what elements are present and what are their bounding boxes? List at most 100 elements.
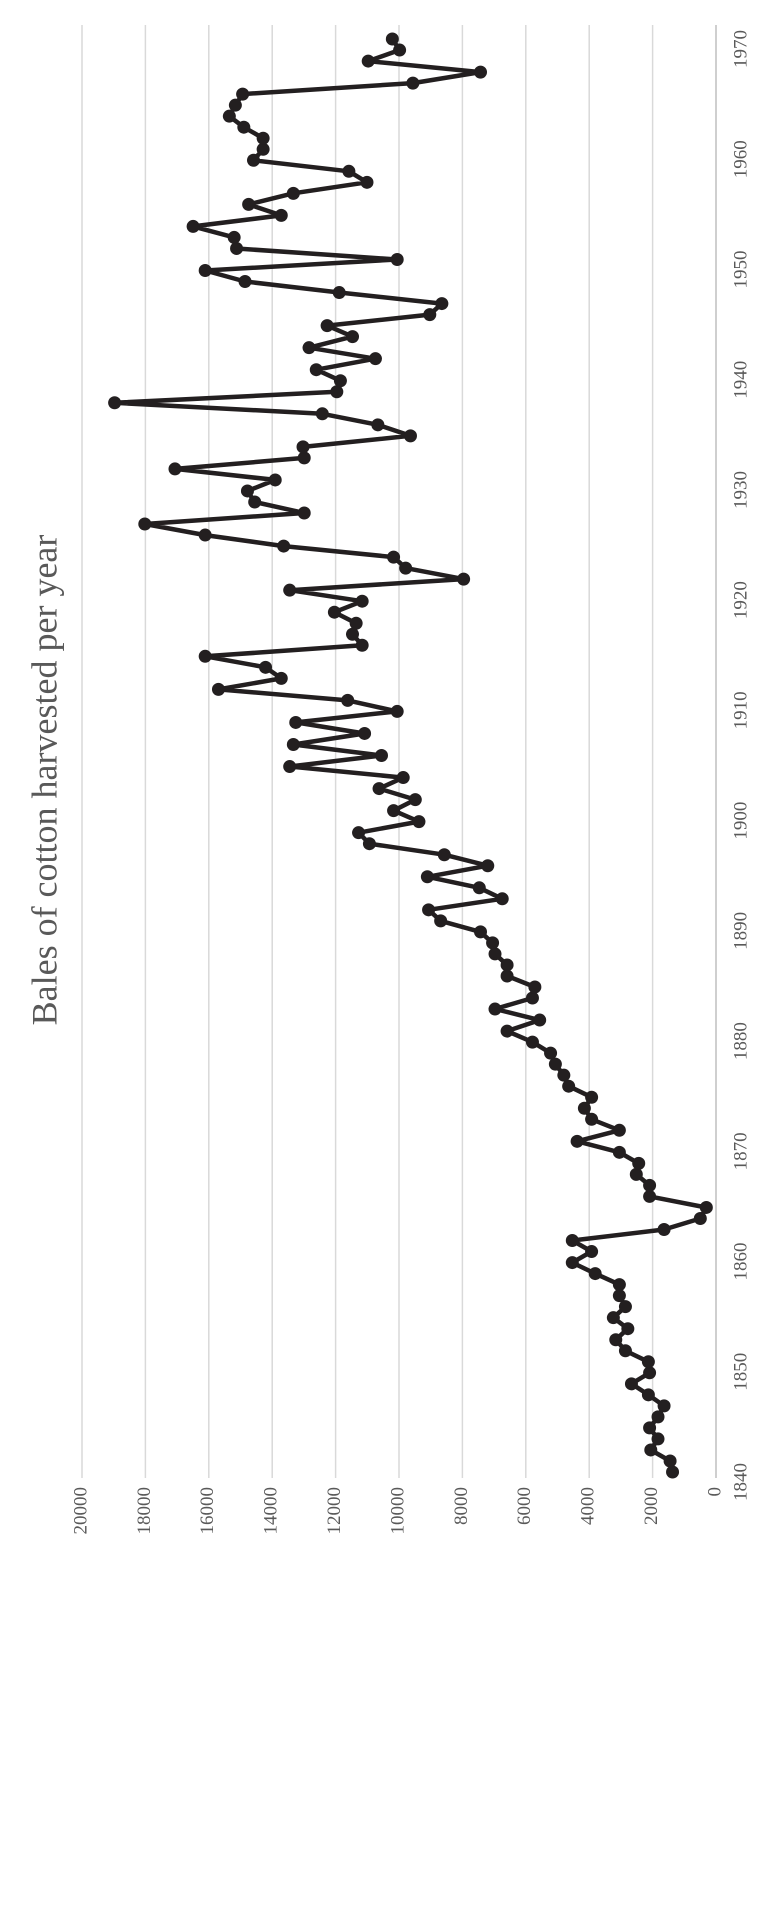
data-line (112, 37, 709, 1473)
data-point (168, 462, 182, 476)
data-point (644, 1443, 658, 1457)
data-point (403, 429, 417, 443)
data-point (358, 726, 372, 740)
data-point (641, 1355, 655, 1369)
data-point (486, 936, 500, 950)
data-point (612, 1289, 626, 1303)
data-point (618, 1344, 632, 1358)
data-point (297, 506, 311, 520)
data-point (138, 517, 152, 531)
data-point (666, 1465, 680, 1479)
data-point (406, 76, 420, 90)
data-point (423, 308, 437, 322)
data-point (238, 275, 252, 289)
y-tick-label: 16000 (197, 1487, 218, 1535)
y-tick-label: 14000 (261, 1487, 282, 1535)
data-point (699, 1200, 713, 1214)
x-tick-label: 1930 (730, 471, 751, 509)
data-point (643, 1366, 657, 1380)
data-point (242, 197, 256, 211)
x-tick-label: 1950 (730, 250, 751, 288)
data-point (393, 43, 407, 57)
data-point (632, 1156, 646, 1170)
data-point (297, 451, 311, 465)
y-tick-label: 10000 (387, 1487, 408, 1535)
data-point (629, 1167, 643, 1181)
y-tick-label: 2000 (641, 1487, 662, 1525)
data-point (390, 252, 404, 266)
data-point (342, 164, 356, 178)
x-tick-label: 1890 (730, 912, 751, 950)
data-point (330, 385, 344, 399)
data-point (474, 65, 488, 79)
data-point (500, 969, 514, 983)
data-point (621, 1322, 635, 1336)
data-point (289, 715, 303, 729)
rotated-plot: Bales of cotton harvested per year 0 2000… (24, 25, 751, 1535)
data-point (585, 1112, 599, 1126)
data-point (437, 848, 451, 862)
data-point (577, 1101, 591, 1115)
data-point (372, 782, 386, 796)
data-point (612, 1123, 626, 1137)
data-point (651, 1410, 665, 1424)
x-tick-label: 1910 (730, 691, 751, 729)
data-point (246, 153, 260, 167)
data-point (283, 583, 297, 597)
data-point (362, 837, 376, 851)
data-point (643, 1421, 657, 1435)
data-point (240, 484, 254, 498)
y-tick-label: 12000 (324, 1487, 345, 1535)
data-point (286, 737, 300, 751)
data-point (222, 109, 236, 123)
data-point (361, 54, 375, 68)
data-point (399, 561, 413, 575)
data-point (186, 219, 200, 233)
data-point (472, 881, 486, 895)
data-point (349, 616, 363, 630)
data-point (500, 958, 514, 972)
data-point (352, 826, 366, 840)
data-point (309, 363, 323, 377)
data-point (533, 1013, 547, 1027)
data-point (641, 1388, 655, 1402)
y-tick-label: 4000 (578, 1487, 599, 1525)
data-point (259, 660, 273, 674)
data-point (274, 671, 288, 685)
data-point (562, 1079, 576, 1093)
data-point (624, 1377, 638, 1391)
data-point (565, 1234, 579, 1248)
data-point (657, 1399, 671, 1413)
x-tick-label: 1970 (730, 30, 751, 68)
data-point (565, 1256, 579, 1270)
y-tick-label: 8000 (451, 1487, 472, 1525)
data-point (332, 286, 346, 300)
data-point (609, 1333, 623, 1347)
data-point (108, 396, 122, 410)
y-tick-label: 18000 (134, 1487, 155, 1535)
data-point (643, 1189, 657, 1203)
data-point (268, 473, 282, 487)
data-point (387, 550, 401, 564)
data-point (228, 98, 242, 112)
y-tick-label: 0 (704, 1487, 725, 1497)
data-point (302, 341, 316, 355)
data-point (345, 627, 359, 641)
data-point (435, 297, 449, 311)
data-point (227, 230, 241, 244)
data-point (283, 760, 297, 774)
data-point (277, 539, 291, 553)
data-point (488, 947, 502, 961)
data-point (286, 186, 300, 200)
data-point (570, 1134, 584, 1148)
data-point (248, 495, 262, 509)
x-tick-label: 1880 (730, 1022, 751, 1060)
data-point (525, 991, 539, 1005)
data-point (525, 1035, 539, 1049)
data-point (528, 980, 542, 994)
data-point (412, 815, 426, 829)
data-point (368, 352, 382, 366)
data-point (495, 892, 509, 906)
data-point (360, 175, 374, 189)
